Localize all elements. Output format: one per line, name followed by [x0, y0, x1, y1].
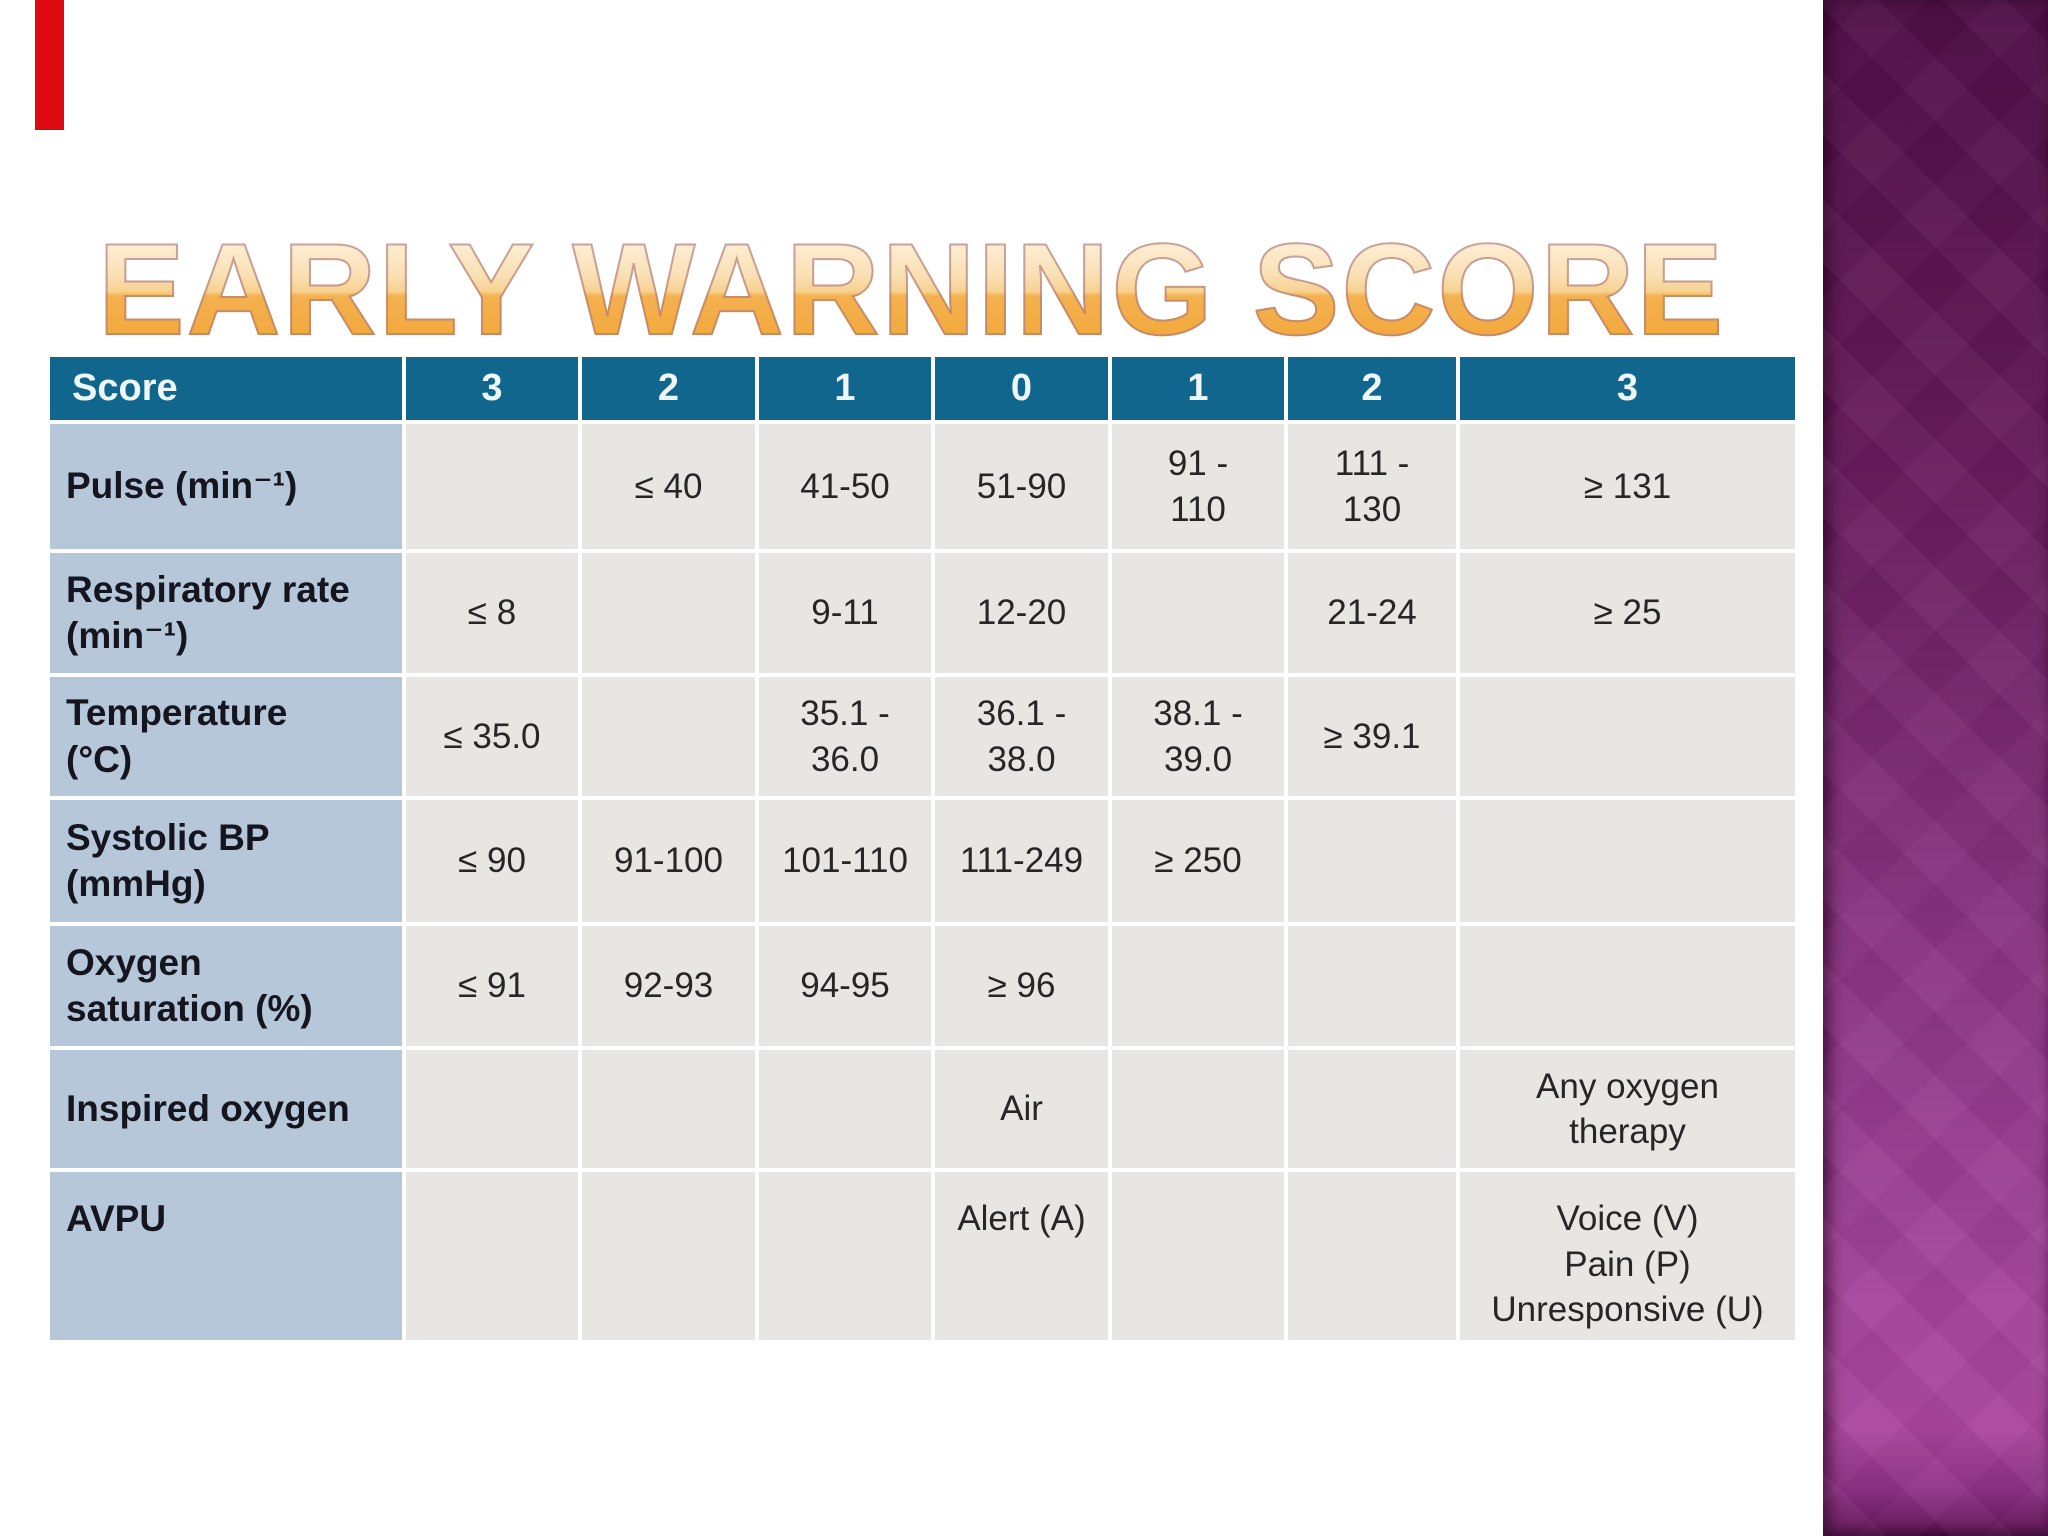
table-cell [1460, 677, 1795, 796]
purple-side-panel [1823, 0, 2048, 1536]
table-cell [1288, 1050, 1456, 1168]
table-cell [406, 1050, 578, 1168]
table-cell [1288, 1172, 1456, 1340]
ews-table: Score 3 2 1 0 1 2 3 Pulse (min⁻¹) ≤ 40 41-50 51-90 9… [50, 357, 1795, 1340]
table-cell [406, 1172, 578, 1340]
table-cell: ≤ 8 [406, 553, 578, 673]
score-column-header: 2 [1288, 357, 1456, 420]
table-cell: 36.1 - 38.0 [935, 677, 1108, 796]
score-header-cell: Score [50, 357, 402, 420]
score-column-header: 1 [1112, 357, 1284, 420]
row-label: Temperature (°C) [50, 677, 402, 796]
score-column-header: 1 [759, 357, 931, 420]
table-cell: ≥ 131 [1460, 424, 1795, 549]
table-cell: Voice (V) Pain (P) Unresponsive (U) [1460, 1172, 1795, 1340]
row-label: AVPU [50, 1172, 402, 1340]
table-cell [1112, 1172, 1284, 1340]
row-label: Oxygen saturation (%) [50, 926, 402, 1046]
table-cell: 111 - 130 [1288, 424, 1456, 549]
table-cell [759, 1050, 931, 1168]
table-cell: Alert (A) [935, 1172, 1108, 1340]
table-cell: 12-20 [935, 553, 1108, 673]
score-column-header: 3 [1460, 357, 1795, 420]
table-cell: 111-249 [935, 800, 1108, 922]
table-cell [406, 424, 578, 549]
table-cell: ≥ 25 [1460, 553, 1795, 673]
table-cell: ≤ 35.0 [406, 677, 578, 796]
table-cell [1112, 1050, 1284, 1168]
table-cell [759, 1172, 931, 1340]
table-cell [582, 1172, 755, 1340]
slide-title: EARLY WARNING SCORE [0, 215, 1823, 365]
table-cell: 51-90 [935, 424, 1108, 549]
table-cell: 94-95 [759, 926, 931, 1046]
table-cell: 21-24 [1288, 553, 1456, 673]
table-cell: 91-100 [582, 800, 755, 922]
table-cell [582, 1050, 755, 1168]
table-cell [582, 677, 755, 796]
score-column-header: 2 [582, 357, 755, 420]
score-column-header: 0 [935, 357, 1108, 420]
table-cell: ≥ 39.1 [1288, 677, 1456, 796]
table-cell: ≤ 91 [406, 926, 578, 1046]
row-label: Pulse (min⁻¹) [50, 424, 402, 549]
score-column-header: 3 [406, 357, 578, 420]
table-cell [1112, 553, 1284, 673]
table-cell: ≤ 90 [406, 800, 578, 922]
table-cell: 41-50 [759, 424, 931, 549]
table-cell: 38.1 - 39.0 [1112, 677, 1284, 796]
table-cell: 9-11 [759, 553, 931, 673]
table-cell [1460, 926, 1795, 1046]
table-cell: 92-93 [582, 926, 755, 1046]
table-cell: ≥ 250 [1112, 800, 1284, 922]
table-cell [582, 553, 755, 673]
table-cell [1460, 800, 1795, 922]
row-label: Inspired oxygen [50, 1050, 402, 1168]
red-accent-bar [35, 0, 64, 130]
table-cell [1112, 926, 1284, 1046]
row-label: Systolic BP (mmHg) [50, 800, 402, 922]
table-cell: Any oxygen therapy [1460, 1050, 1795, 1168]
table-cell: 91 - 110 [1112, 424, 1284, 549]
table-cell: Air [935, 1050, 1108, 1168]
table-cell: ≤ 40 [582, 424, 755, 549]
table-cell: 35.1 - 36.0 [759, 677, 931, 796]
row-label: Respiratory rate (min⁻¹) [50, 553, 402, 673]
table-cell [1288, 926, 1456, 1046]
table-cell: ≥ 96 [935, 926, 1108, 1046]
table-cell [1288, 800, 1456, 922]
table-cell: 101-110 [759, 800, 931, 922]
